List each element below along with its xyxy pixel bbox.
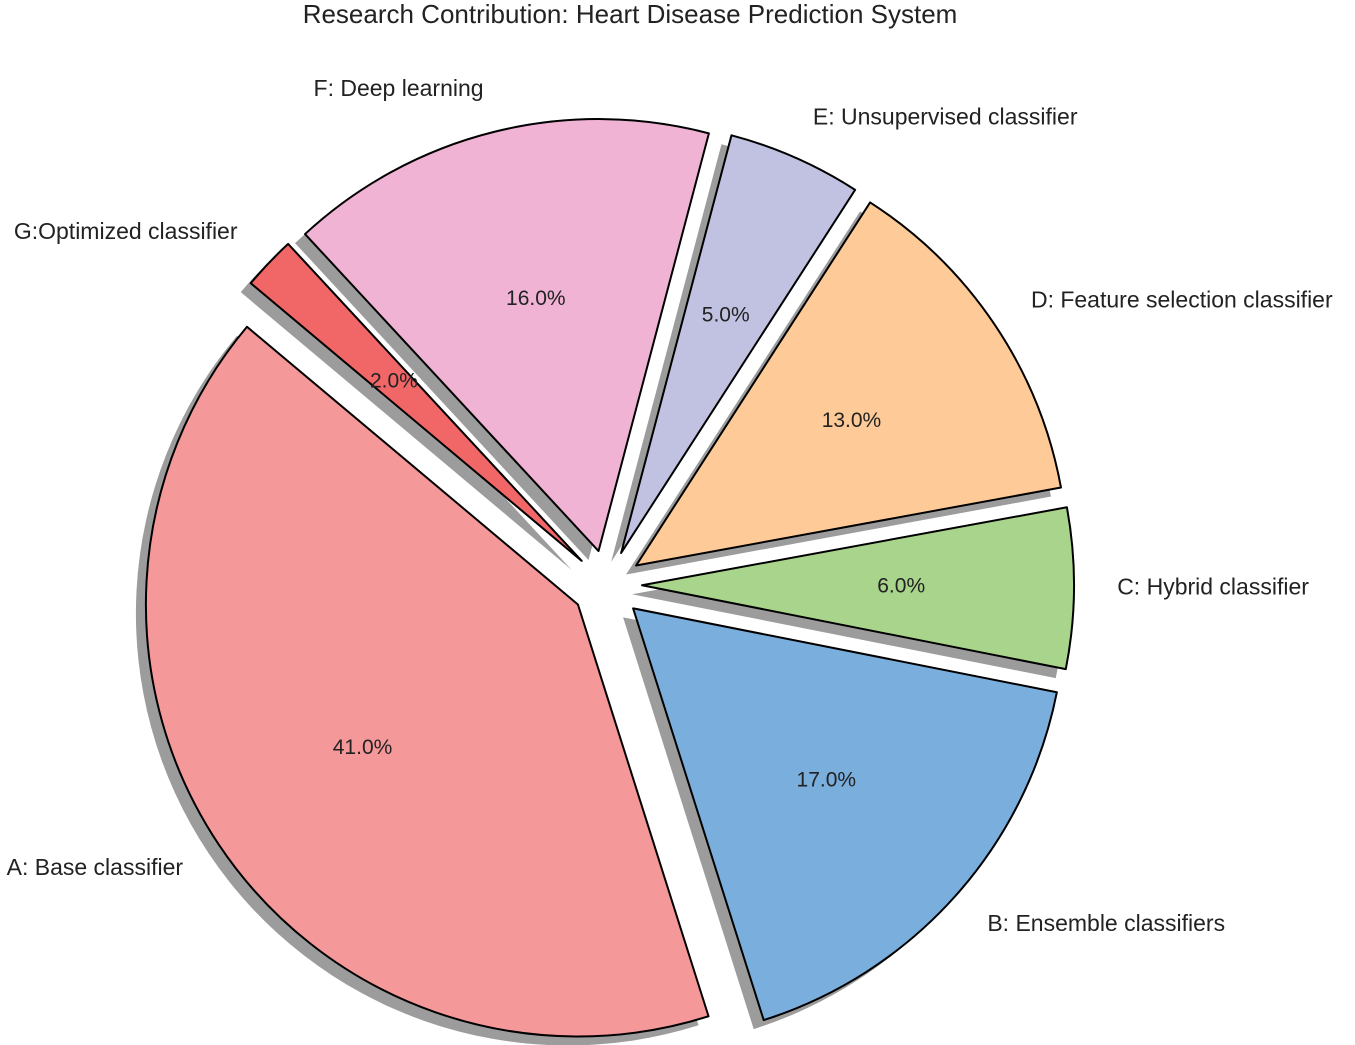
pie-slice-d	[635, 201, 1062, 567]
pie-slice-c	[640, 506, 1075, 671]
slice-percent-label: 6.0%	[877, 575, 925, 598]
slice-label: B: Ensemble classifiers	[987, 910, 1225, 936]
slice-percent-label: 2.0%	[370, 370, 418, 393]
pie-slice-b	[632, 607, 1058, 1022]
slice-label: C: Hybrid classifier	[1117, 574, 1309, 600]
slice-percent-label: 13.0%	[822, 409, 882, 432]
slice-label: E: Unsupervised classifier	[813, 103, 1078, 129]
slice-label: F: Deep learning	[314, 75, 484, 101]
slice-label: G:Optimized classifier	[14, 218, 238, 244]
pie-slice-e	[620, 134, 857, 554]
slice-label: A: Base classifier	[7, 854, 184, 880]
pie-slice-g	[249, 242, 583, 562]
chart-title: Research Contribution: Heart Disease Pre…	[303, 0, 958, 29]
pie-slice-f	[304, 118, 710, 553]
pie-slice-a	[144, 325, 710, 1038]
slice-percent-label: 17.0%	[797, 769, 857, 792]
slice-percent-label: 41.0%	[333, 736, 393, 759]
slice-percent-label: 5.0%	[702, 303, 750, 326]
slice-percent-label: 16.0%	[506, 287, 566, 310]
slice-label: D: Feature selection classifier	[1031, 286, 1333, 312]
